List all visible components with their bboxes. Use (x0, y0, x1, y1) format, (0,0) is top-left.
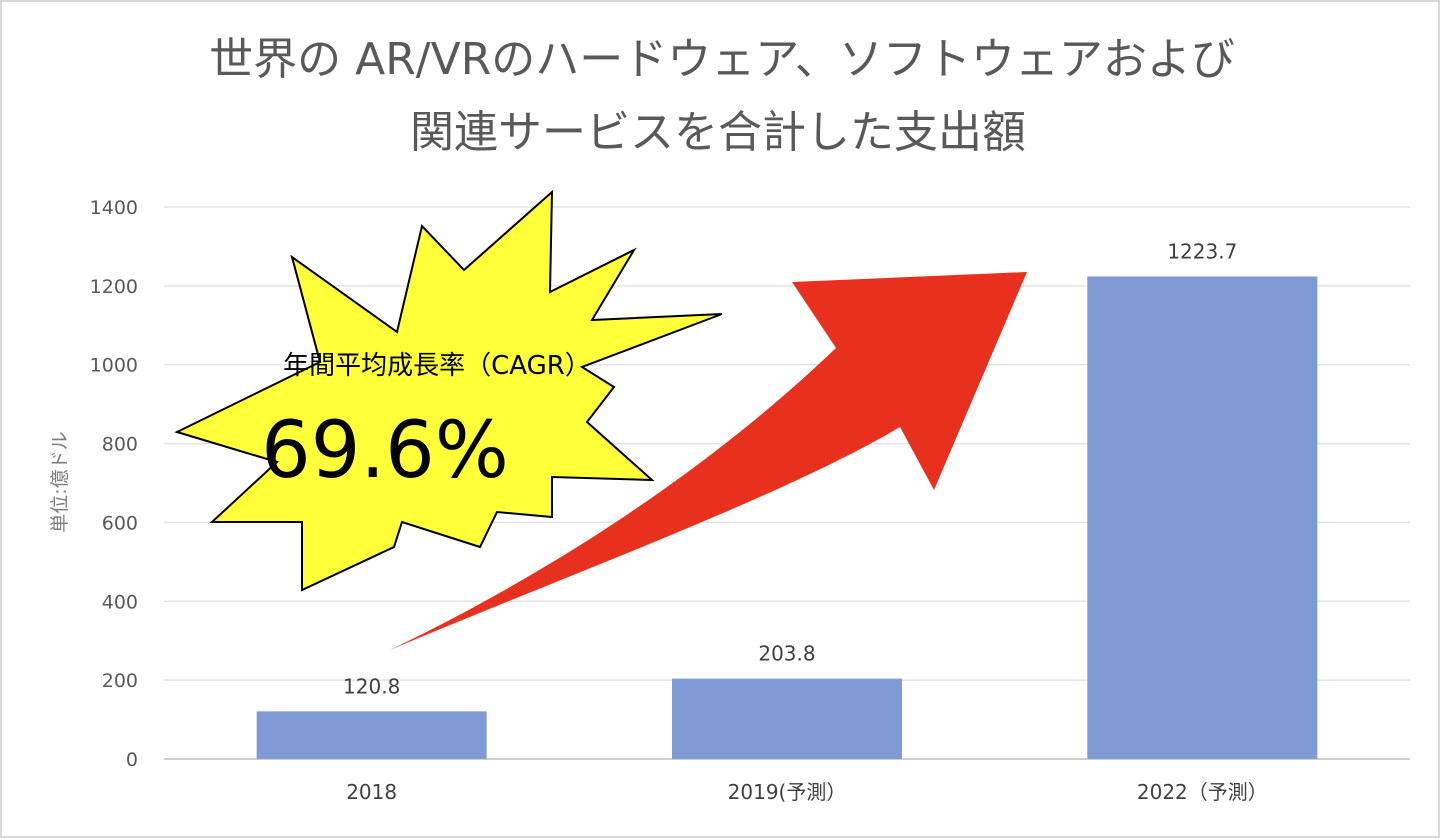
data-label-0: 120.8 (343, 674, 400, 698)
cagr-starburst (174, 189, 723, 592)
growth-arrow (390, 272, 1027, 650)
data-label-1: 203.8 (758, 642, 815, 666)
y-tick-label: 0 (126, 749, 138, 771)
bar-1 (672, 678, 902, 759)
y-tick-label: 600 (102, 512, 138, 534)
y-tick-label: 1000 (90, 355, 138, 377)
x-category-label-1: 2019(予測） (728, 780, 847, 804)
chart-title-line-2: 関連サービスを合計した支出額 (410, 107, 1026, 158)
y-tick-label: 1400 (90, 197, 138, 219)
y-axis-ticks: 0 200 400 600 800 1000 1200 1400 (90, 197, 138, 771)
bar-0 (256, 711, 487, 759)
bar-2 (1087, 276, 1318, 759)
y-tick-label: 800 (102, 434, 138, 456)
x-category-label-2: 2022（予測） (1137, 780, 1268, 804)
y-tick-label: 200 (102, 670, 138, 692)
cagr-label: 年間平均成長率（CAGR） (283, 351, 591, 381)
x-axis-categories: 2018 2019(予測） 2022（予測） (346, 780, 1268, 804)
y-axis-label: 単位:億ドル (49, 431, 71, 532)
data-labels: 120.8 203.8 1223.7 (343, 240, 1237, 699)
x-category-label-0: 2018 (346, 780, 397, 804)
data-label-2: 1223.7 (1167, 240, 1237, 264)
y-tick-label: 400 (102, 591, 138, 613)
y-tick-label: 1200 (90, 276, 138, 298)
chart-title-line-1: 世界の AR/VRのハードウェア、ソフトウェアおよび (209, 34, 1235, 85)
bars (256, 276, 1318, 759)
cagr-value: 69.6% (261, 406, 509, 496)
